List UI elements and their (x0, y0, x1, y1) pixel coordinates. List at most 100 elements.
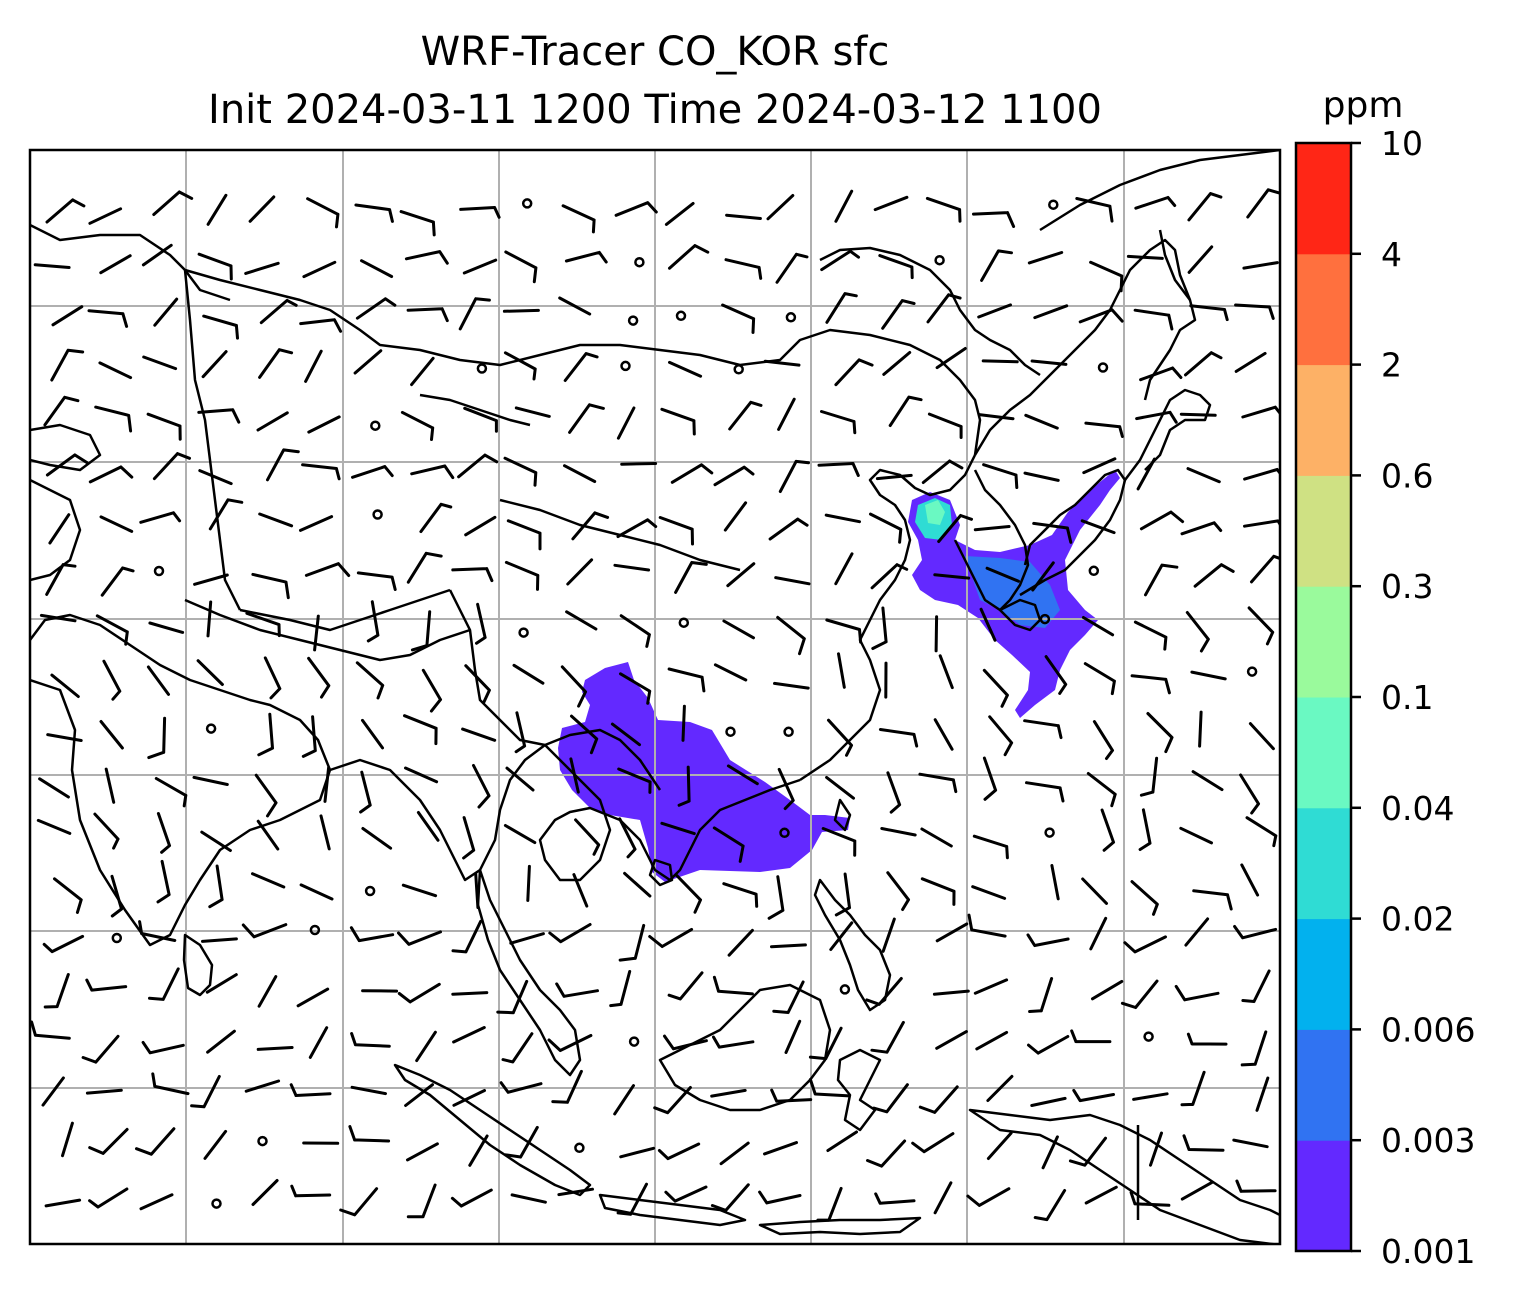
wind-barb (503, 456, 538, 487)
wind-barb (306, 197, 340, 229)
wind-barb (208, 498, 244, 531)
wind-barb (674, 561, 708, 594)
wind-barb (972, 211, 1016, 228)
wind-barb (619, 672, 652, 705)
wind-barb (1084, 1185, 1118, 1205)
wind-barb (256, 1046, 294, 1051)
wind-barb (927, 412, 963, 439)
wind-barb (881, 299, 916, 330)
wind-barb (664, 1185, 708, 1203)
calm-wind-marker (372, 509, 383, 520)
wind-barb (1136, 457, 1156, 491)
wind-barb (406, 307, 449, 323)
wind-barb (46, 733, 83, 742)
wind-barb (886, 771, 902, 814)
wind-barb (1081, 616, 1115, 637)
wind-barb (472, 764, 491, 809)
wind-barb (616, 406, 636, 440)
wind-barb (1030, 1096, 1067, 1107)
wind-barb (826, 1130, 858, 1152)
colorbar-band (1296, 1029, 1351, 1141)
wind-barb (933, 718, 954, 751)
wind-barb (973, 978, 1009, 995)
wind-barb (869, 512, 903, 544)
wind-barb (359, 770, 372, 814)
wind-barb (911, 1132, 955, 1154)
wind-barb (570, 714, 599, 755)
wind-barb (617, 767, 652, 794)
wind-barb (1030, 359, 1068, 366)
wind-barb (299, 883, 334, 901)
wind-barb (48, 513, 71, 545)
wind-barb (561, 204, 596, 234)
wind-barb (299, 318, 343, 333)
wind-barb (926, 293, 962, 324)
wind-barb (146, 665, 170, 696)
wind-barb (881, 917, 896, 953)
wind-barb (43, 973, 70, 1009)
wind-barb (45, 453, 89, 477)
wind-barb (464, 664, 491, 704)
wind-barb (565, 610, 598, 631)
wind-barb (503, 351, 537, 381)
wind-barb (1135, 410, 1178, 424)
wind-barb (100, 566, 135, 597)
wind-barb (304, 562, 351, 577)
wind-barb (98, 361, 133, 380)
wind-barb (726, 764, 759, 786)
wind-barb (50, 673, 80, 698)
wind-barb (878, 728, 919, 748)
wind-barb (301, 715, 317, 758)
wind-barb (251, 1179, 279, 1206)
wind-barb (660, 821, 696, 836)
wind-barb (259, 298, 298, 325)
wind-barb (726, 562, 756, 588)
border-himalaya (184, 598, 471, 662)
wind-barb (878, 254, 914, 280)
wind-barb (401, 883, 438, 898)
wind-barb (834, 552, 854, 586)
wind-barb (506, 519, 542, 551)
wind-barb (677, 765, 691, 807)
wind-barb (1198, 710, 1203, 748)
wind-barb (663, 1034, 708, 1051)
wind-barb (502, 308, 540, 313)
wind-barb (821, 827, 857, 857)
wind-barb (248, 195, 276, 223)
wind-barb (499, 1081, 543, 1094)
calm-wind-marker (1097, 362, 1109, 373)
wind-barb (308, 1026, 329, 1059)
wind-barb (501, 1032, 534, 1064)
wind-barb (1179, 412, 1217, 417)
wind-barb (776, 615, 806, 656)
wind-barb (30, 1020, 71, 1040)
wind-barb (1092, 720, 1114, 760)
wind-barb (41, 1076, 65, 1107)
wind-barb (153, 297, 179, 327)
wind-barb (1023, 719, 1063, 740)
wind-barb (721, 303, 756, 334)
wind-barb (1084, 421, 1124, 438)
calm-wind-marker (1088, 565, 1100, 577)
calm-wind-marker (211, 1198, 222, 1209)
wind-barb (986, 1074, 1014, 1102)
wind-barb (973, 525, 1011, 532)
wind-barb (1025, 781, 1065, 803)
wind-barb (81, 1034, 120, 1064)
wind-barb (547, 1034, 593, 1052)
wind-barb (866, 1139, 907, 1168)
wind-barb (619, 614, 651, 648)
wind-barb (820, 249, 860, 272)
wind-barb (99, 720, 124, 750)
wind-barb (571, 511, 610, 541)
wind-barb (206, 600, 213, 638)
wind-barb (1192, 889, 1233, 911)
wind-barb (197, 252, 233, 281)
calm-wind-marker (620, 360, 631, 372)
wind-barb (982, 668, 1009, 708)
wind-barb (463, 406, 498, 433)
wind-barb (245, 611, 281, 638)
colorbar-tick-label: 0.04 (1381, 789, 1454, 828)
wind-barb (61, 1121, 74, 1158)
wind-barb (301, 463, 341, 481)
